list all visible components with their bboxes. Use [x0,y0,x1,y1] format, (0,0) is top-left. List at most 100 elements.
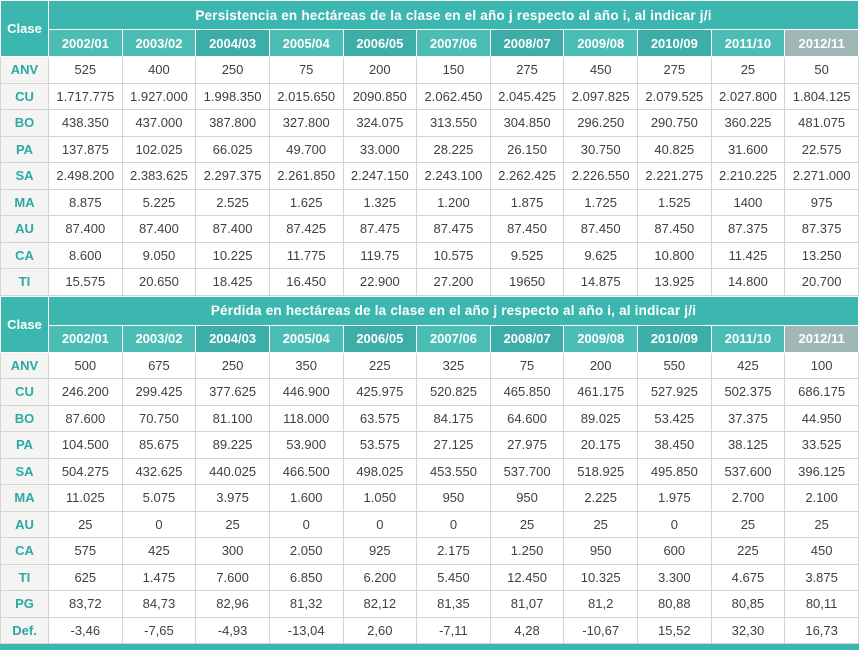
value-cell: 5.225 [121,188,197,216]
value-cell: 89.025 [563,404,638,432]
table-row: ANV 525 400 250 75 200 150 275 450 275 25 50 [0,56,859,84]
value-cell: 400 [121,56,197,84]
value-cell: 2.525 [195,188,270,216]
value-cell: 16.450 [268,268,344,296]
value-cell: 425 [710,351,786,379]
value-cell: 89.225 [195,431,270,459]
value-cell: 537.700 [489,457,565,485]
value-cell: 2.226.550 [563,162,638,190]
value-cell: 437.000 [121,109,197,137]
year-header: 2005/04 [268,324,344,353]
value-cell: 53.900 [268,431,344,459]
value-cell: 15,52 [637,616,712,644]
value-cell: 25 [710,510,786,538]
value-cell: 20.650 [121,268,197,296]
table-row: PA 137.875 102.025 66.025 49.700 33.000 28.225… [0,135,859,163]
value-cell: 27.975 [489,431,565,459]
value-cell: 104.500 [48,431,123,459]
value-cell: 100 [784,351,859,379]
value-cell: 1.998.350 [195,82,270,110]
value-cell: 686.175 [784,378,859,406]
year-header: 2007/06 [416,324,491,353]
value-cell: 950 [563,537,638,565]
value-cell: 11.025 [48,484,123,512]
row-label: PA [0,135,49,163]
value-cell: 20.700 [784,268,859,296]
value-cell: 14.875 [563,268,638,296]
value-cell: 9.625 [563,241,638,269]
value-cell: 2.247.150 [342,162,418,190]
table-row: SA 2.498.200 2.383.625 2.297.375 2.261.850 2.… [0,162,859,190]
value-cell: 0 [342,510,418,538]
value-cell: 1.475 [121,563,197,591]
table-row: MA 8.875 5.225 2.525 1.625 1.325 1.200 1.875 1.7… [0,188,859,216]
table-row: PG 83,72 84,73 82,96 81,32 82,12 81,35 81,07 81,… [0,590,859,618]
value-cell: 87.475 [342,215,418,243]
value-cell: 25 [563,510,638,538]
year-header: 2008/07 [489,29,565,57]
row-label: BO [0,404,49,432]
bottom-teal-bar [0,644,859,650]
value-cell: 250 [195,351,270,379]
value-cell: 2.498.200 [48,162,123,190]
value-cell: 2.050 [268,537,344,565]
row-label: Def. [0,616,49,644]
row-label: CA [0,241,49,269]
value-cell: 81,35 [416,590,491,618]
value-cell: 87.375 [784,215,859,243]
year-header: 2012/11 [784,29,859,57]
year-header: 2004/03 [195,29,270,57]
value-cell: 2.297.375 [195,162,270,190]
table-row: CU 1.717.775 1.927.000 1.998.350 2.015.650 20… [0,82,859,110]
value-cell: 1.927.000 [121,82,197,110]
value-cell: 80,85 [710,590,786,618]
value-cell: 49.700 [268,135,344,163]
value-cell: 975 [784,188,859,216]
value-cell: 18.425 [195,268,270,296]
value-cell: 82,12 [342,590,418,618]
value-cell: 8.600 [48,241,123,269]
value-cell: 87.375 [710,215,786,243]
value-cell: 137.875 [48,135,123,163]
value-cell: 16,73 [784,616,859,644]
value-cell: 32,30 [710,616,786,644]
value-cell: 80,88 [637,590,712,618]
value-cell: 327.800 [268,109,344,137]
value-cell: 500 [48,351,123,379]
value-cell: 3.875 [784,563,859,591]
value-cell: 1.717.775 [48,82,123,110]
value-cell: 299.425 [121,378,197,406]
value-cell: 3.300 [637,563,712,591]
value-cell: 4,28 [489,616,565,644]
row-label: MA [0,188,49,216]
value-cell: 1.250 [489,537,565,565]
value-cell: 360.225 [710,109,786,137]
value-cell: 118.000 [268,404,344,432]
year-header: 2006/05 [342,324,418,353]
value-cell: 425.975 [342,378,418,406]
value-cell: 53.425 [637,404,712,432]
value-cell: 1.600 [268,484,344,512]
value-cell: 75 [268,56,344,84]
value-cell: 2.700 [710,484,786,512]
value-cell: 1.804.125 [784,82,859,110]
value-cell: 81,07 [489,590,565,618]
value-cell: 2.221.275 [637,162,712,190]
value-cell: 504.275 [48,457,123,485]
table-row: ANV 500 675 250 350 225 325 75 200 550 425 100 [0,351,859,379]
row-label: PG [0,590,49,618]
value-cell: 2.261.850 [268,162,344,190]
value-cell: 2.015.650 [268,82,344,110]
value-cell: 2.383.625 [121,162,197,190]
year-header: 2003/02 [121,29,197,57]
value-cell: 19650 [489,268,565,296]
value-cell: 246.200 [48,378,123,406]
value-cell: 14.800 [710,268,786,296]
value-cell: 1400 [710,188,786,216]
row-label: BO [0,109,49,137]
value-cell: 10.800 [637,241,712,269]
value-cell: 0 [268,510,344,538]
value-cell: 25 [489,510,565,538]
value-cell: 102.025 [121,135,197,163]
